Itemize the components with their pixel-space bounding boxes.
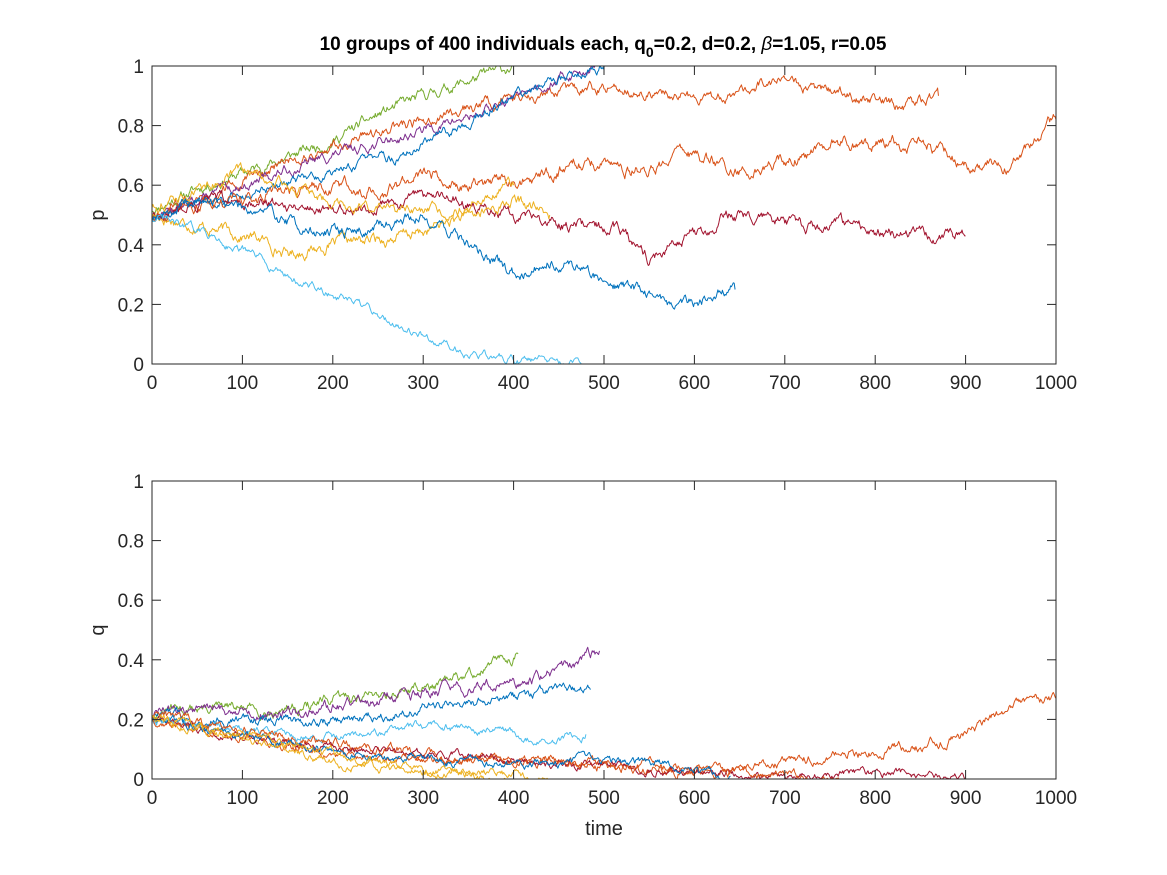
bottom-x-tick-label: 700 bbox=[769, 788, 801, 809]
bottom-x-tick-label: 600 bbox=[679, 788, 711, 809]
bottom-x-tick-label: 800 bbox=[859, 788, 891, 809]
top-series-group bbox=[152, 66, 1056, 364]
top-series-line-2 bbox=[152, 75, 939, 223]
bottom-x-tick-label: 0 bbox=[147, 788, 158, 809]
top-y-tick-label: 0 bbox=[133, 355, 144, 376]
bottom-series-line-7 bbox=[152, 719, 840, 779]
bottom-series-group bbox=[152, 646, 1056, 779]
top-x-tick-label: 800 bbox=[859, 373, 891, 394]
top-x-tick-label: 500 bbox=[588, 373, 620, 394]
top-x-tick-label: 400 bbox=[498, 373, 530, 394]
top-axes: 0 100 200 300 400 500 600 700 800 900 1000 0 0.2 0.4 0… bbox=[87, 57, 1077, 394]
top-y-axis-label: p bbox=[87, 209, 109, 220]
bottom-x-tick-label: 100 bbox=[227, 788, 259, 809]
top-series-line-7 bbox=[152, 194, 551, 262]
bottom-y-tick-label: 0.4 bbox=[118, 651, 145, 672]
bottom-y-tick-label: 1 bbox=[133, 472, 144, 493]
chart-title: 10 groups of 400 individuals each, q0=0.… bbox=[320, 34, 887, 60]
top-series-line-9 bbox=[152, 196, 736, 310]
top-series-line-8 bbox=[152, 162, 515, 221]
bottom-x-tick-label: 400 bbox=[498, 788, 530, 809]
bottom-y-axis-label: q bbox=[87, 624, 109, 635]
bottom-series-line-2 bbox=[152, 646, 600, 721]
bottom-x-tick-label: 300 bbox=[407, 788, 439, 809]
bottom-x-tick-label: 900 bbox=[950, 788, 982, 809]
bottom-x-axis-label: time bbox=[585, 818, 623, 840]
top-y-tick-label: 0.6 bbox=[118, 176, 144, 197]
top-x-tick-label: 100 bbox=[227, 373, 259, 394]
top-x-tick-label: 600 bbox=[679, 373, 711, 394]
top-series-line-6 bbox=[152, 189, 966, 266]
top-series-line-1 bbox=[152, 66, 519, 215]
top-y-tick-label: 0.2 bbox=[118, 295, 144, 316]
top-series-line-10 bbox=[152, 213, 582, 364]
top-x-tick-label: 300 bbox=[407, 373, 439, 394]
top-x-tick-label: 0 bbox=[147, 373, 158, 394]
bottom-y-tick-label: 0 bbox=[133, 770, 144, 791]
bottom-x-tick-label: 200 bbox=[317, 788, 349, 809]
top-x-tick-label: 200 bbox=[317, 373, 349, 394]
top-y-tick-label: 1 bbox=[133, 57, 144, 78]
top-x-tick-label: 900 bbox=[950, 373, 982, 394]
bottom-y-tick-label: 0.6 bbox=[118, 591, 144, 612]
bottom-x-tick-label: 1000 bbox=[1035, 788, 1077, 809]
top-x-tick-label: 700 bbox=[769, 373, 801, 394]
bottom-axes: 0 100 200 300 400 500 600 700 800 900 1000 0 0.2 0.4 0… bbox=[87, 472, 1077, 840]
bottom-x-tick-label: 500 bbox=[588, 788, 620, 809]
top-x-tick-label: 1000 bbox=[1035, 373, 1077, 394]
top-y-tick-label: 0.8 bbox=[118, 117, 144, 138]
top-y-tick-label: 0.4 bbox=[118, 236, 145, 257]
bottom-series-line-10 bbox=[152, 714, 550, 779]
bottom-y-tick-label: 0.2 bbox=[118, 710, 144, 731]
bottom-y-tick-label: 0.8 bbox=[118, 532, 144, 553]
